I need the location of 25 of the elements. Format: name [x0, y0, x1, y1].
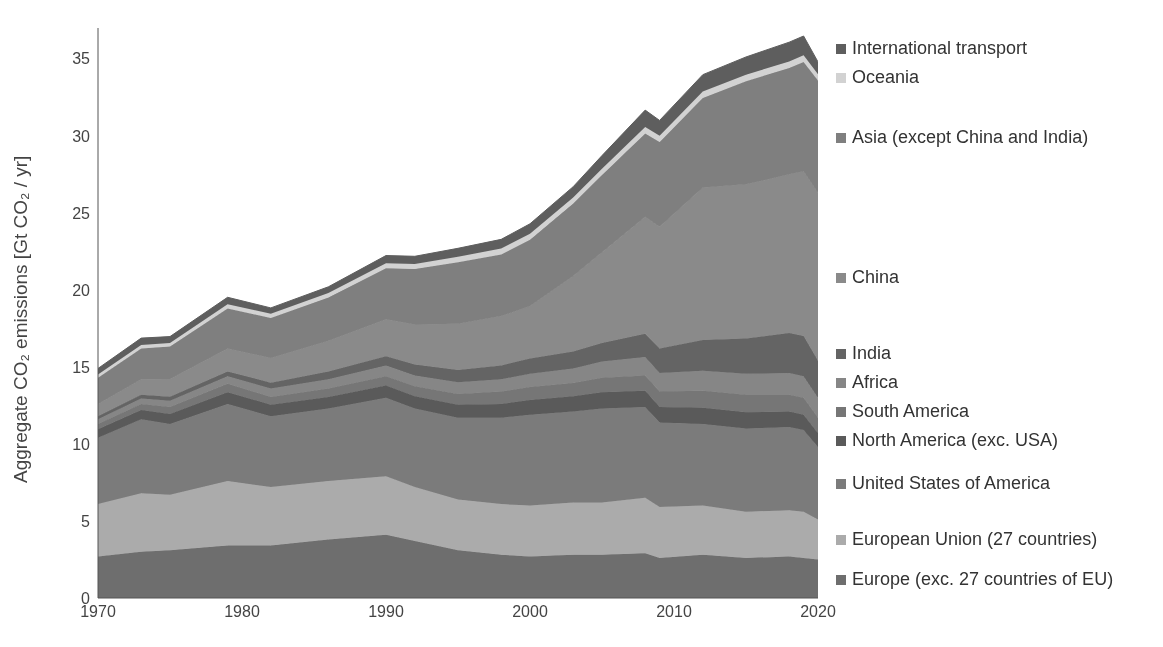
y-tick-label: 5: [81, 512, 91, 530]
y-tick-label: 20: [72, 281, 91, 299]
y-tick-label: 35: [72, 50, 91, 68]
x-tick-label: 2010: [656, 603, 692, 621]
x-tick-label: 2000: [512, 603, 548, 621]
legend-label: Europe (exc. 27 countries of EU): [851, 567, 1114, 590]
legend-label: International transport: [851, 37, 1028, 60]
legend-label: Africa: [851, 371, 899, 394]
legend-label: European Union (27 countries): [851, 528, 1098, 551]
x-tick-label: 2020: [800, 603, 836, 621]
y-tick-label: 25: [72, 204, 91, 222]
legend-label: India: [851, 342, 892, 365]
x-tick-label: 1990: [368, 603, 404, 621]
y-tick-label: 30: [72, 127, 91, 145]
legend-label: Oceania: [851, 66, 920, 89]
x-tick-label: 1970: [80, 603, 116, 621]
legend-label: Asia (except China and India): [851, 125, 1089, 148]
y-axis-title: Aggregate CO₂ emissions [Gt CO₂ / yr]: [9, 155, 31, 483]
y-tick-label: 10: [72, 435, 91, 453]
legend-label: North America (exc. USA): [851, 429, 1059, 452]
legend-label: China: [851, 265, 900, 288]
legend-label: South America: [851, 400, 970, 423]
x-tick-label: 1980: [224, 603, 260, 621]
y-tick-label: 15: [72, 358, 91, 376]
legend-label: United States of America: [851, 472, 1051, 495]
